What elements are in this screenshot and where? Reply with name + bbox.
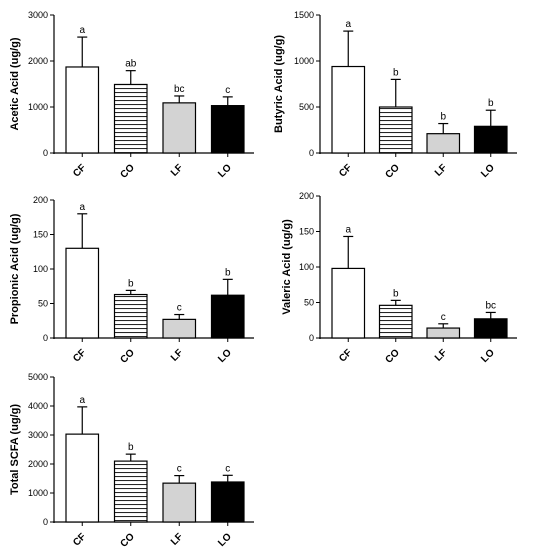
bar-lf: [162, 102, 197, 154]
y-tick-label: 2000: [28, 56, 48, 66]
x-tick-label: LF: [169, 531, 185, 547]
y-tick-label: 1000: [294, 56, 314, 66]
x-tick-label: CF: [337, 162, 354, 179]
y-tick-label: 0: [309, 333, 314, 343]
x-tick-label: CF: [71, 531, 88, 548]
y-tick-label: 3000: [28, 430, 48, 440]
y-tick-label: 1000: [28, 102, 48, 112]
y-tick-label: 0: [43, 148, 48, 158]
x-tick-label: CO: [118, 531, 137, 550]
bar-lo: [210, 294, 245, 339]
bar-cf: [65, 433, 100, 523]
y-axis-title: Propionic Acid (ug/g): [9, 213, 21, 324]
y-tick-label: 100: [299, 262, 314, 272]
y-tick-label: 0: [309, 148, 314, 158]
chart-panel-2: 0 500 1000 1500 Butyric Acid (ug/g) a CF b CO b LF…: [273, 10, 517, 181]
bar-lo: [210, 481, 245, 523]
significance-letter: b: [225, 267, 231, 278]
y-tick-label: 0: [43, 517, 48, 527]
bar-cf: [65, 66, 100, 154]
significance-letter: c: [177, 303, 182, 314]
y-tick-label: 50: [304, 298, 314, 308]
bar-co: [378, 106, 413, 154]
bar-co: [378, 304, 413, 339]
significance-letter: b: [128, 278, 134, 289]
significance-letter: c: [225, 85, 230, 96]
significance-letter: a: [79, 202, 85, 213]
bar-cf: [331, 65, 366, 154]
significance-letter: a: [79, 25, 85, 36]
bar-lo: [210, 105, 245, 154]
bar-co: [113, 460, 148, 523]
x-tick-label: CO: [383, 347, 402, 366]
x-tick-label: LF: [169, 347, 185, 363]
y-tick-label: 200: [299, 191, 314, 201]
significance-letter: a: [79, 395, 85, 406]
x-tick-label: CF: [71, 347, 88, 364]
x-tick-label: LO: [216, 162, 234, 180]
y-tick-label: 5000: [28, 372, 48, 382]
x-tick-label: LF: [433, 347, 449, 363]
y-axis-title: Acetic Acid (ug/g): [9, 37, 21, 130]
x-tick-label: LF: [433, 162, 449, 178]
x-tick-label: LO: [216, 531, 234, 549]
chart-panel-3: 0 50 100 150 200 Propionic Acid (ug/g) a CF b CO c…: [9, 195, 254, 366]
bar-lf: [162, 482, 197, 523]
significance-letter: b: [128, 442, 134, 453]
y-tick-label: 1000: [28, 488, 48, 498]
x-tick-label: LO: [479, 162, 497, 180]
significance-letter: bc: [174, 84, 185, 95]
x-tick-label: LO: [216, 347, 234, 365]
y-axis-title: Total SCFA (ug/g): [9, 404, 21, 495]
significance-letter: c: [225, 463, 230, 474]
y-tick-label: 150: [33, 230, 48, 240]
bar-lo: [473, 318, 508, 339]
x-tick-label: CF: [71, 162, 88, 179]
x-tick-label: CF: [337, 347, 354, 364]
significance-letter: b: [440, 112, 446, 123]
y-tick-label: 4000: [28, 401, 48, 411]
bar-lf: [162, 318, 197, 339]
y-tick-label: 1500: [294, 10, 314, 20]
y-tick-label: 3000: [28, 10, 48, 20]
significance-letter: c: [177, 464, 182, 475]
chart-panel-5: 0 1000 2000 3000 4000 5000 Total SCFA (ug/g) a C…: [9, 372, 254, 550]
bar-cf: [331, 267, 366, 339]
bar-co: [113, 83, 148, 154]
significance-letter: bc: [485, 300, 496, 311]
x-tick-label: CO: [118, 347, 137, 366]
y-axis-title: Valeric Acid (ug/g): [281, 219, 293, 315]
y-tick-label: 100: [33, 264, 48, 274]
significance-letter: ab: [125, 59, 137, 70]
bar-lf: [426, 133, 461, 154]
significance-letter: b: [393, 67, 399, 78]
y-axis-title: Butyric Acid (ug/g): [273, 35, 285, 133]
bar-co: [113, 293, 148, 339]
y-tick-label: 0: [43, 333, 48, 343]
significance-letter: b: [393, 288, 399, 299]
x-tick-label: CO: [118, 162, 137, 181]
y-tick-label: 500: [299, 102, 314, 112]
bar-lo: [473, 125, 508, 154]
x-tick-label: CO: [383, 162, 402, 181]
significance-letter: b: [488, 98, 494, 109]
bar-cf: [65, 247, 100, 339]
bar-lf: [426, 327, 461, 339]
x-tick-label: LF: [169, 162, 185, 178]
significance-letter: a: [345, 224, 351, 235]
y-tick-label: 150: [299, 227, 314, 237]
y-tick-label: 200: [33, 195, 48, 205]
x-tick-label: LO: [479, 347, 497, 365]
y-tick-label: 2000: [28, 459, 48, 469]
chart-panel-1: 0 1000 2000 3000 Acetic Acid (ug/g) a CF ab CO bc…: [9, 10, 254, 181]
y-tick-label: 50: [38, 299, 48, 309]
chart-panel-4: 0 50 100 150 200 Valeric Acid (ug/g) a CF b CO c LF…: [281, 191, 517, 366]
significance-letter: c: [441, 312, 446, 323]
significance-letter: a: [345, 19, 351, 30]
